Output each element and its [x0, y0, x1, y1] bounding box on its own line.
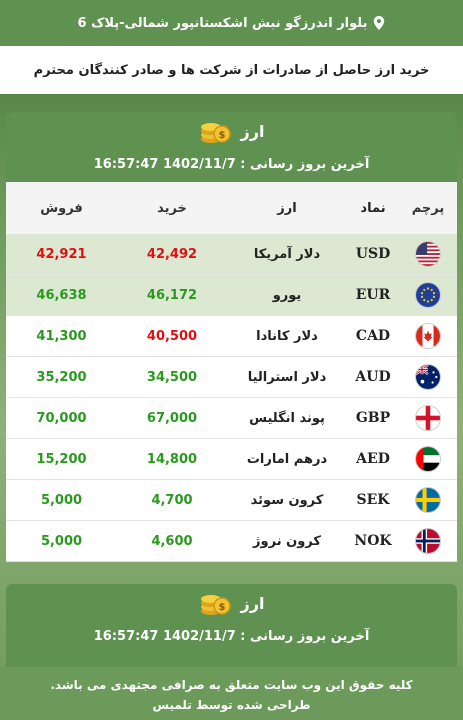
- buy-price: 4,700: [151, 492, 193, 508]
- currency-panel: ارز $ آخرین بروز رسانی : 1402/11/7 16:57…: [6, 112, 457, 562]
- buy-price: 67,000: [146, 410, 198, 426]
- svg-text:$: $: [218, 130, 225, 141]
- currency-name: کرون نروژ: [253, 533, 321, 549]
- se-flag-icon: [415, 487, 441, 513]
- sell-price: 5,000: [40, 533, 83, 549]
- currency-code: AUD: [355, 369, 391, 385]
- panel-title: ارز: [240, 121, 265, 141]
- export-notice[interactable]: خرید ارز حاصل از صادرات از شرکت ها و صاد…: [0, 46, 463, 94]
- buy-price: 40,500: [146, 328, 198, 344]
- gb-flag-icon: [415, 405, 441, 431]
- ae-flag-icon: [415, 446, 441, 472]
- coins-icon: $: [200, 123, 231, 143]
- header-buy: خرید: [157, 200, 187, 216]
- table-row: USD دلار آمریکا 42,492 42,921: [6, 234, 457, 275]
- header-sell: فروش: [40, 200, 83, 216]
- au-flag-icon: [415, 364, 441, 390]
- currency-name: دلار استرالیا: [247, 369, 327, 385]
- currency-code: SEK: [356, 492, 390, 508]
- address-bar: بلوار اندرزگو نبش اشکستانپور شمالی-پلاک …: [0, 0, 463, 46]
- footer: کلیه حقوق این وب سایت متعلق به صرافی مجت…: [0, 667, 463, 720]
- currency-name: یورو: [272, 287, 302, 303]
- panel-header-2: ارز $ آخرین بروز رسانی : 1402/11/7 16:57…: [6, 584, 457, 654]
- header-flag: پرچم: [411, 200, 445, 216]
- last-updated: آخرین بروز رسانی : 1402/11/7 16:57:47: [93, 156, 370, 172]
- no-flag-icon: [415, 528, 441, 554]
- currency-name: دلار کانادا: [256, 328, 318, 344]
- panel-header: ارز $ آخرین بروز رسانی : 1402/11/7 16:57…: [6, 112, 457, 182]
- sell-price: 5,000: [40, 492, 83, 508]
- buy-price: 4,600: [151, 533, 193, 549]
- currency-name: دلار آمریکا: [253, 246, 321, 262]
- table-row: AED درهم امارات 14,800 15,200: [6, 439, 457, 480]
- location-pin-icon: [374, 16, 385, 30]
- table-header: پرچم نماد ارز خرید فروش: [6, 182, 457, 234]
- designer-credit-link[interactable]: طراحی شده توسط تلمیس: [152, 698, 311, 712]
- address-text: بلوار اندرزگو نبش اشکستانپور شمالی-پلاک …: [77, 15, 368, 31]
- currency-name: کرون سوئد: [250, 492, 324, 508]
- table-row: NOK کرون نروژ 4,600 5,000: [6, 521, 457, 562]
- header-name: ارز: [277, 200, 297, 216]
- sell-price: 46,638: [36, 287, 87, 303]
- sell-price: 70,000: [36, 410, 87, 426]
- currency-code: CAD: [355, 328, 391, 344]
- currency-code: EUR: [355, 287, 391, 303]
- copyright-text: کلیه حقوق این وب سایت متعلق به صرافی مجت…: [50, 678, 413, 692]
- buy-price: 42,492: [146, 246, 198, 262]
- sell-price: 41,300: [36, 328, 87, 344]
- coins-icon: $: [200, 595, 231, 615]
- currency-code: GBP: [355, 410, 391, 426]
- currency-name: پوند انگلیس: [249, 410, 325, 426]
- us-flag-icon: [415, 241, 441, 267]
- eu-flag-icon: [415, 282, 441, 308]
- table-row: EUR یورو 46,172 46,638: [6, 275, 457, 316]
- currency-name: درهم امارات: [246, 451, 328, 467]
- table-row: SEK کرون سوئد 4,700 5,000: [6, 480, 457, 521]
- currency-code: NOK: [354, 533, 392, 549]
- buy-price: 46,172: [146, 287, 198, 303]
- sell-price: 42,921: [36, 246, 87, 262]
- sell-price: 15,200: [36, 451, 87, 467]
- last-updated-2: آخرین بروز رسانی : 1402/11/7 16:57:47: [93, 628, 370, 644]
- currency-code: USD: [355, 246, 391, 262]
- buy-price: 34,500: [146, 369, 198, 385]
- table-row: CAD دلار کانادا 40,500 41,300: [6, 316, 457, 357]
- table-row: AUD دلار استرالیا 34,500 35,200: [6, 357, 457, 398]
- svg-text:$: $: [218, 602, 225, 613]
- panel-title-2: ارز: [240, 593, 265, 613]
- table-row: GBP پوند انگلیس 67,000 70,000: [6, 398, 457, 439]
- header-code: نماد: [360, 200, 386, 216]
- currency-code: AED: [356, 451, 390, 467]
- sell-price: 35,200: [36, 369, 87, 385]
- buy-price: 14,800: [146, 451, 198, 467]
- ca-flag-icon: [415, 323, 441, 349]
- currency-panel-2: ارز $ آخرین بروز رسانی : 1402/11/7 16:57…: [6, 584, 457, 667]
- rates-table: پرچم نماد ارز خرید فروش USD دلار آمریکا …: [6, 182, 457, 562]
